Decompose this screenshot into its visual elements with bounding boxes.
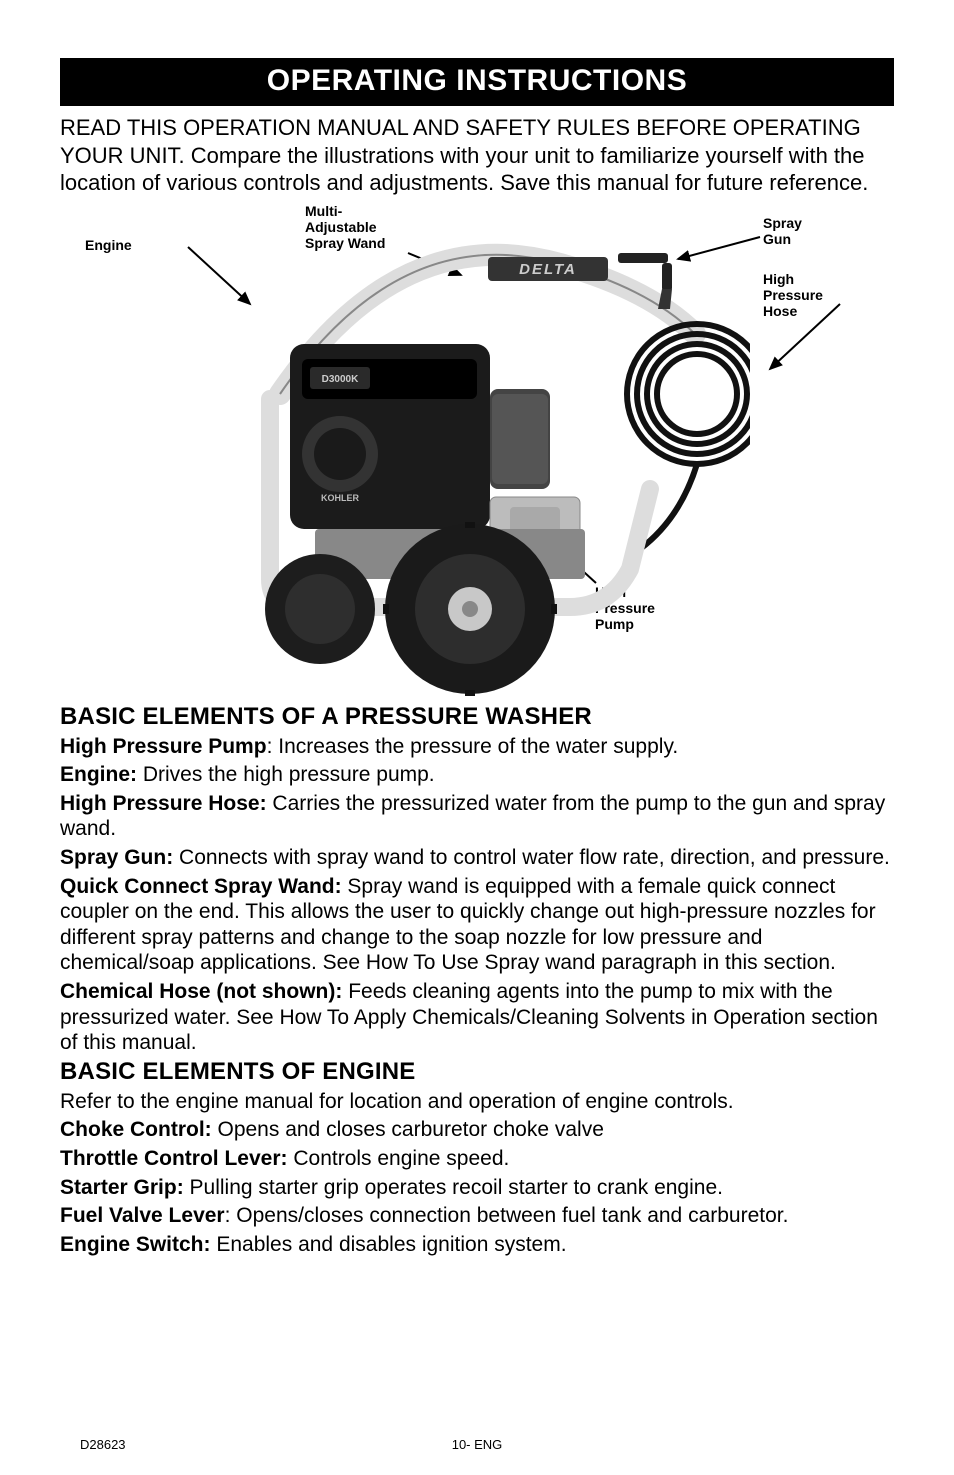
item-text: Opens and closes carburetor choke valve — [212, 1118, 604, 1141]
item-high-pressure-pump: High Pressure Pump: Increases the pressu… — [60, 734, 894, 760]
label-hphose-line2: Pressure — [763, 287, 823, 304]
section2-heading: BASIC ELEMENTS OF ENGINE — [60, 1058, 894, 1086]
engine-brand-text: KOHLER — [321, 493, 360, 503]
item-label: Spray Gun: — [60, 846, 173, 869]
page-number: 10- ENG — [452, 1437, 503, 1452]
item-choke: Choke Control: Opens and closes carburet… — [60, 1117, 894, 1143]
label-wand-line1: Multi- — [305, 203, 342, 220]
section-banner: OPERATING INSTRUCTIONS — [60, 58, 894, 106]
item-fuel-valve: Fuel Valve Lever: Opens/closes connectio… — [60, 1203, 894, 1229]
item-engine: Engine: Drives the high pressure pump. — [60, 762, 894, 788]
item-label: Quick Connect Spray Wand: — [60, 875, 342, 898]
doc-id: D28623 — [80, 1437, 126, 1452]
item-text: Drives the high pressure pump. — [137, 763, 435, 786]
label-wand-line2: Adjustable — [305, 219, 377, 236]
item-label: Chemical Hose (not shown): — [60, 980, 342, 1003]
item-label: Engine Switch: — [60, 1233, 211, 1256]
section2-intro: Refer to the engine manual for location … — [60, 1089, 894, 1115]
item-engine-switch: Engine Switch: Enables and disables igni… — [60, 1232, 894, 1258]
item-text: Connects with spray wand to control wate… — [173, 846, 890, 869]
item-label: Throttle Control Lever: — [60, 1147, 288, 1170]
item-text: Controls engine speed. — [288, 1147, 510, 1170]
label-engine: Engine — [85, 237, 132, 254]
label-spraygun-line2: Gun — [763, 231, 791, 248]
item-throttle: Throttle Control Lever: Controls engine … — [60, 1146, 894, 1172]
label-hphose-line1: High — [763, 271, 794, 288]
item-label: High Pressure Hose: — [60, 792, 267, 815]
item-text: : Increases the pressure of the water su… — [267, 735, 679, 758]
item-high-pressure-hose: High Pressure Hose: Carries the pressuri… — [60, 791, 894, 842]
item-label: High Pressure Pump — [60, 735, 267, 758]
item-label: Engine: — [60, 763, 137, 786]
label-hphose-line3: Hose — [763, 303, 797, 320]
item-label: Starter Grip: — [60, 1176, 184, 1199]
intro-paragraph: READ THIS OPERATION MANUAL AND SAFETY RU… — [60, 114, 894, 197]
item-quick-connect-wand: Quick Connect Spray Wand: Spray wand is … — [60, 874, 894, 976]
product-diagram: Engine Multi- Adjustable Spray Wand Spra… — [60, 199, 894, 699]
item-text: Pulling starter grip operates recoil sta… — [184, 1176, 723, 1199]
item-starter: Starter Grip: Pulling starter grip opera… — [60, 1175, 894, 1201]
section1-heading: BASIC ELEMENTS OF A PRESSURE WASHER — [60, 703, 894, 731]
item-label: Choke Control: — [60, 1118, 212, 1141]
item-label: Fuel Valve Lever — [60, 1204, 225, 1227]
product-drawing: DELTA D3000K KOHLER — [210, 239, 750, 699]
engine-model-text: D3000K — [322, 374, 359, 385]
item-spray-gun: Spray Gun: Connects with spray wand to c… — [60, 845, 894, 871]
label-spraygun-line1: Spray — [763, 215, 802, 232]
brand-text: DELTA — [519, 261, 577, 278]
item-text: : Opens/closes connection between fuel t… — [225, 1204, 789, 1227]
item-chemical-hose: Chemical Hose (not shown): Feeds cleanin… — [60, 979, 894, 1056]
item-text: Enables and disables ignition system. — [211, 1233, 567, 1256]
